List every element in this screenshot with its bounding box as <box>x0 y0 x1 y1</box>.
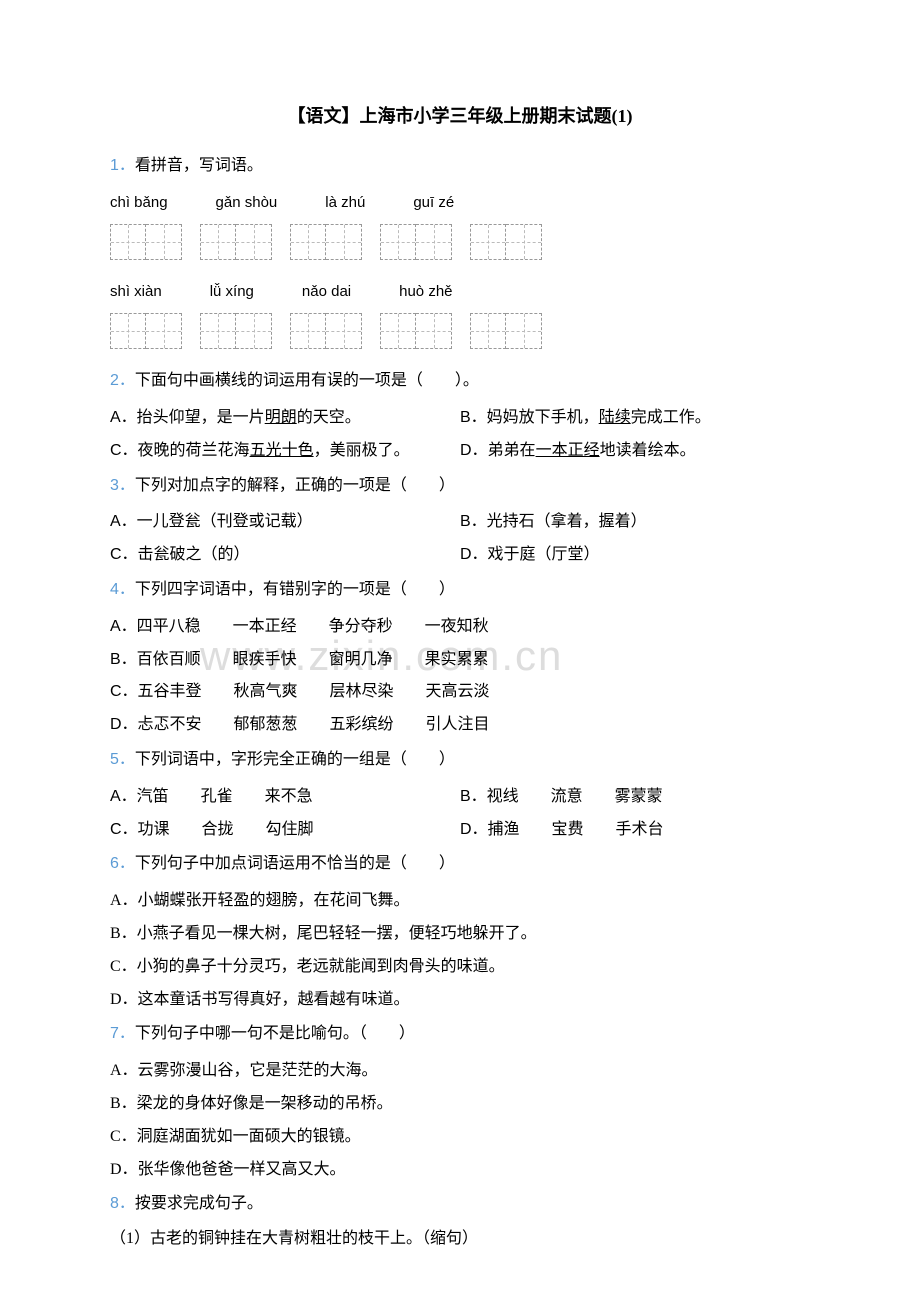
q7-num: 7． <box>110 1025 135 1042</box>
q6-num: 6． <box>110 855 135 872</box>
q6-opt-c: C．小狗的鼻子十分灵巧，老远就能闻到肉骨头的味道。 <box>110 953 810 982</box>
question-4: 4．下列四字词语中，有错别字的一项是（ ） <box>110 576 810 605</box>
question-5: 5．下列词语中，字形完全正确的一组是（ ） <box>110 746 810 775</box>
q7-opt-c: C．洞庭湖面犹如一面硕大的银镜。 <box>110 1123 810 1152</box>
char-grid <box>380 224 452 260</box>
q5-opt-b: B．视线 流意 雾蒙蒙 <box>460 783 810 812</box>
q5-opt-d: D．捕渔 宝费 手术台 <box>460 816 810 845</box>
q6-opt-a: A．小蝴蝶张开轻盈的翅膀，在花间飞舞。 <box>110 887 810 916</box>
q4-opt-c: C．五谷丰登 秋高气爽 层林尽染 天高云淡 <box>110 678 810 707</box>
q3-num: 3． <box>110 477 135 494</box>
q8-sub1: （1）古老的铜钟挂在大青树粗壮的枝干上。（缩句） <box>110 1225 810 1254</box>
q1-pinyin-row2: shì xiàn lǚ xíng nǎo dai huò zhě <box>110 278 810 305</box>
q2-options: A．抬头仰望，是一片明朗的天空。 B．妈妈放下手机，陆续完成工作。 C．夜晚的荷… <box>110 400 810 466</box>
page-title: 【语文】上海市小学三年级上册期末试题(1) <box>110 100 810 132</box>
pinyin: shì xiàn <box>110 278 162 305</box>
q3-opt-d: D．戏于庭（厅堂） <box>460 541 810 570</box>
question-2: 2．下面句中画横线的词运用有误的一项是（ ）。 <box>110 367 810 396</box>
q7-opt-a: A．云雾弥漫山谷，它是茫茫的大海。 <box>110 1057 810 1086</box>
char-grid <box>290 224 362 260</box>
q2-opt-b: B．妈妈放下手机，陆续完成工作。 <box>460 404 810 433</box>
q4-opt-d: D．忐忑不安 郁郁葱葱 五彩缤纷 引人注目 <box>110 711 810 740</box>
q4-text: 下列四字词语中，有错别字的一项是（ ） <box>135 581 455 598</box>
q1-grid-row1 <box>110 224 810 260</box>
char-grid <box>110 224 182 260</box>
q6-opt-d: D．这本童话书写得真好，越看越有味道。 <box>110 986 810 1015</box>
question-7: 7．下列句子中哪一句不是比喻句。（ ） <box>110 1020 810 1049</box>
q7-text: 下列句子中哪一句不是比喻句。（ ） <box>135 1025 415 1042</box>
q5-opt-c: C．功课 合拢 勾住脚 <box>110 816 460 845</box>
q1-grid-row2 <box>110 313 810 349</box>
q5-options: A．汽笛 孔雀 来不急 B．视线 流意 雾蒙蒙 C．功课 合拢 勾住脚 D．捕渔… <box>110 779 810 845</box>
char-grid <box>470 224 542 260</box>
q1-pinyin-row1: chì bǎng gǎn shòu là zhú guī zé <box>110 189 810 216</box>
question-8: 8．按要求完成句子。 <box>110 1190 810 1219</box>
q2-opt-c: C．夜晚的荷兰花海五光十色，美丽极了。 <box>110 437 460 466</box>
pinyin: guī zé <box>413 189 454 216</box>
q2-opt-d: D．弟弟在一本正经地读着绘本。 <box>460 437 810 466</box>
q3-opt-c: C．击瓮破之（的） <box>110 541 460 570</box>
q1-text: 看拼音，写词语。 <box>135 157 263 174</box>
char-grid <box>380 313 452 349</box>
q5-opt-a: A．汽笛 孔雀 来不急 <box>110 783 460 812</box>
q2-text: 下面句中画横线的词运用有误的一项是（ ）。 <box>135 372 479 389</box>
char-grid <box>200 313 272 349</box>
q3-opt-b: B．光持石（拿着，握着） <box>460 508 810 537</box>
char-grid <box>470 313 542 349</box>
q7-opt-b: B．梁龙的身体好像是一架移动的吊桥。 <box>110 1090 810 1119</box>
q7-options: A．云雾弥漫山谷，它是茫茫的大海。 B．梁龙的身体好像是一架移动的吊桥。 C．洞… <box>110 1053 810 1184</box>
question-6: 6．下列句子中加点词语运用不恰当的是（ ） <box>110 850 810 879</box>
char-grid <box>200 224 272 260</box>
q3-options: A．一儿登瓮（刊登或记载） B．光持石（拿着，握着） C．击瓮破之（的） D．戏… <box>110 504 810 570</box>
q1-num: 1． <box>110 157 135 174</box>
pinyin: là zhú <box>325 189 365 216</box>
q8-num: 8． <box>110 1195 135 1212</box>
q6-options: A．小蝴蝶张开轻盈的翅膀，在花间飞舞。 B．小燕子看见一棵大树，尾巴轻轻一摆，便… <box>110 883 810 1014</box>
q3-text: 下列对加点字的解释，正确的一项是（ ） <box>135 477 455 494</box>
pinyin: gǎn shòu <box>216 189 278 216</box>
q6-text: 下列句子中加点词语运用不恰当的是（ ） <box>135 855 455 872</box>
pinyin: huò zhě <box>399 278 452 305</box>
q4-opt-a: A．四平八稳 一本正经 争分夺秒 一夜知秋 <box>110 613 810 642</box>
question-1: 1．看拼音，写词语。 <box>110 152 810 181</box>
pinyin: lǚ xíng <box>210 278 254 305</box>
question-3: 3．下列对加点字的解释，正确的一项是（ ） <box>110 472 810 501</box>
q8-text: 按要求完成句子。 <box>135 1195 263 1212</box>
q2-opt-a: A．抬头仰望，是一片明朗的天空。 <box>110 404 460 433</box>
q5-text: 下列词语中，字形完全正确的一组是（ ） <box>135 751 455 768</box>
q4-options: A．四平八稳 一本正经 争分夺秒 一夜知秋 B．百依百顺 眼疾手快 窗明几净 果… <box>110 609 810 740</box>
q2-num: 2． <box>110 372 135 389</box>
char-grid <box>290 313 362 349</box>
char-grid <box>110 313 182 349</box>
q4-opt-b: B．百依百顺 眼疾手快 窗明几净 果实累累 <box>110 646 810 675</box>
q5-num: 5． <box>110 751 135 768</box>
pinyin: chì bǎng <box>110 189 168 216</box>
pinyin: nǎo dai <box>302 278 351 305</box>
q6-opt-b: B．小燕子看见一棵大树，尾巴轻轻一摆，便轻巧地躲开了。 <box>110 920 810 949</box>
q7-opt-d: D．张华像他爸爸一样又高又大。 <box>110 1156 810 1185</box>
q3-opt-a: A．一儿登瓮（刊登或记载） <box>110 508 460 537</box>
q4-num: 4． <box>110 581 135 598</box>
